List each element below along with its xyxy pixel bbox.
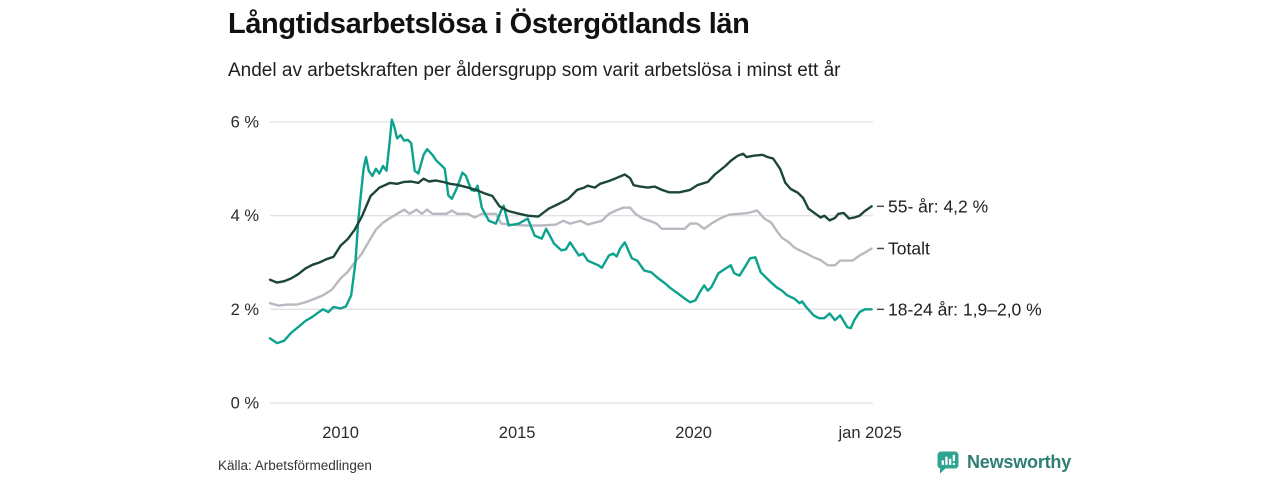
y-axis-tick-label: 2 % — [231, 301, 260, 319]
x-axis-tick-label: 2020 — [675, 424, 712, 442]
newsworthy-logo-icon — [937, 451, 959, 474]
series-end-label-55-ar: 55- år: 4,2 % — [888, 196, 988, 216]
series-end-label-totalt: Totalt — [888, 238, 930, 258]
x-axis-tick-label: 2015 — [499, 424, 536, 442]
source-text: Källa: Arbetsförmedlingen — [218, 458, 372, 473]
y-axis-tick-label: 0 % — [231, 395, 260, 413]
y-axis-tick-label: 4 % — [231, 207, 260, 225]
series-end-label-18-24-ar: 18-24 år: 1,9–2,0 % — [888, 299, 1042, 319]
x-axis-tick-label: 2010 — [322, 424, 359, 442]
chart-subtitle: Andel av arbetskraften per åldersgrupp s… — [228, 60, 841, 81]
x-axis-tick-label: jan 2025 — [838, 424, 902, 442]
series-line-totalt — [268, 206, 873, 307]
newsworthy-logo: Newsworthy — [936, 450, 1071, 475]
y-axis-tick-label: 6 % — [231, 114, 260, 132]
newsworthy-logo-text: Newsworthy — [967, 452, 1072, 472]
page-title: Långtidsarbetslösa i Östergötlands län — [228, 8, 750, 40]
series-line-18-24-ar — [268, 118, 873, 345]
series-line-55-ar — [268, 152, 873, 284]
